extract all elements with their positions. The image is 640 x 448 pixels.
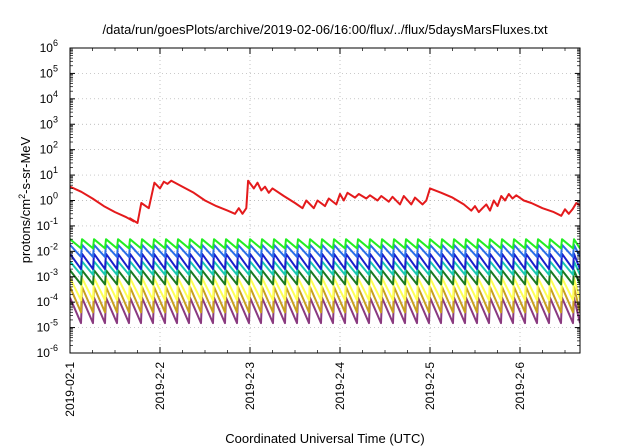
y-tick-label-exponent: 0 xyxy=(53,191,58,201)
x-tick-label: 2019-2-6 xyxy=(513,362,527,410)
y-tick-label-base: 10 xyxy=(40,143,54,157)
y-tick-label-exponent: 4 xyxy=(53,89,58,99)
y-tick-label: 106 xyxy=(40,38,58,55)
series-line-s2 xyxy=(70,238,580,250)
x-tick-label: 2019-2-5 xyxy=(423,362,437,410)
y-tick-label: 101 xyxy=(40,165,58,182)
y-tick-label: 102 xyxy=(40,140,58,157)
y-tick-label: 10-3 xyxy=(37,267,58,284)
y-tick-label-exponent: 1 xyxy=(53,165,58,175)
series-line-s7 xyxy=(70,276,580,302)
series-line-s4 xyxy=(70,252,580,271)
y-tick-label-base: 10 xyxy=(40,117,54,131)
y-tick-label: 105 xyxy=(40,63,58,80)
y-tick-label-base: 10 xyxy=(37,346,51,360)
y-tick-label-base: 10 xyxy=(40,194,54,208)
y-tick-label-exponent: 6 xyxy=(53,38,58,48)
series-line-s6 xyxy=(70,269,580,286)
x-tick-label: 2019-2-4 xyxy=(333,362,347,410)
y-tick-label-exponent: -1 xyxy=(50,216,58,226)
x-axis-label: Coordinated Universal Time (UTC) xyxy=(225,431,424,446)
y-tick-label: 103 xyxy=(40,114,58,131)
y-tick-label-exponent: 5 xyxy=(53,63,58,73)
y-tick-label-base: 10 xyxy=(40,92,54,106)
y-tick-label-base: 10 xyxy=(37,270,51,284)
y-tick-label-exponent: -5 xyxy=(50,318,58,328)
y-tick-label: 10-6 xyxy=(37,343,58,360)
y-tick-label: 100 xyxy=(40,191,58,208)
y-tick-label-base: 10 xyxy=(37,321,51,335)
series-line-s5 xyxy=(70,260,580,276)
series-line-s8 xyxy=(70,285,580,314)
x-tick-label: 2019-2-2 xyxy=(153,362,167,410)
x-tick-label: 2019-02-1 xyxy=(63,362,77,417)
x-tick-label: 2019-2-3 xyxy=(243,362,257,410)
y-tick-label-exponent: 3 xyxy=(53,114,58,124)
y-tick-label: 10-2 xyxy=(37,241,58,258)
y-tick-label-base: 10 xyxy=(37,244,51,258)
y-axis-label: protons/cm2-s-sr-MeV xyxy=(17,136,33,263)
y-tick-label-exponent: -2 xyxy=(50,241,58,251)
y-tick-label-exponent: -6 xyxy=(50,343,58,353)
x-axis-ticks: 2019-02-1 2019-2-2 2019-2-3 2019-2-4 2019-2-… xyxy=(63,48,566,417)
y-tick-label: 10-4 xyxy=(37,292,58,309)
series-line-s1 xyxy=(70,179,580,224)
y-tick-label-base: 10 xyxy=(40,66,54,80)
series-line-s9 xyxy=(70,296,580,325)
y-tick-label: 10-1 xyxy=(37,216,58,233)
y-axis-label-part1: protons/cm xyxy=(18,199,33,263)
y-tick-label: 10-5 xyxy=(37,318,58,335)
y-tick-label-base: 10 xyxy=(40,168,54,182)
y-axis-label-part2: -s-sr-MeV xyxy=(18,136,33,193)
y-tick-label-base: 10 xyxy=(37,295,51,309)
y-tick-label-exponent: -3 xyxy=(50,267,58,277)
grid-lines xyxy=(70,48,580,353)
y-axis-label-sup: 2 xyxy=(17,194,27,199)
y-tick-label-base: 10 xyxy=(37,219,51,233)
y-axis-ticks: 10-610-510-410-310-210-11001011021031041… xyxy=(37,38,580,360)
series-line-s3 xyxy=(70,243,580,258)
series-group xyxy=(70,179,580,325)
y-tick-label-exponent: -4 xyxy=(50,292,58,302)
y-tick-label-exponent: 2 xyxy=(53,140,58,150)
chart-title: /data/run/goesPlots/archive/2019-02-06/1… xyxy=(102,22,548,37)
y-tick-label-base: 10 xyxy=(40,41,54,55)
y-tick-label: 104 xyxy=(40,89,58,106)
